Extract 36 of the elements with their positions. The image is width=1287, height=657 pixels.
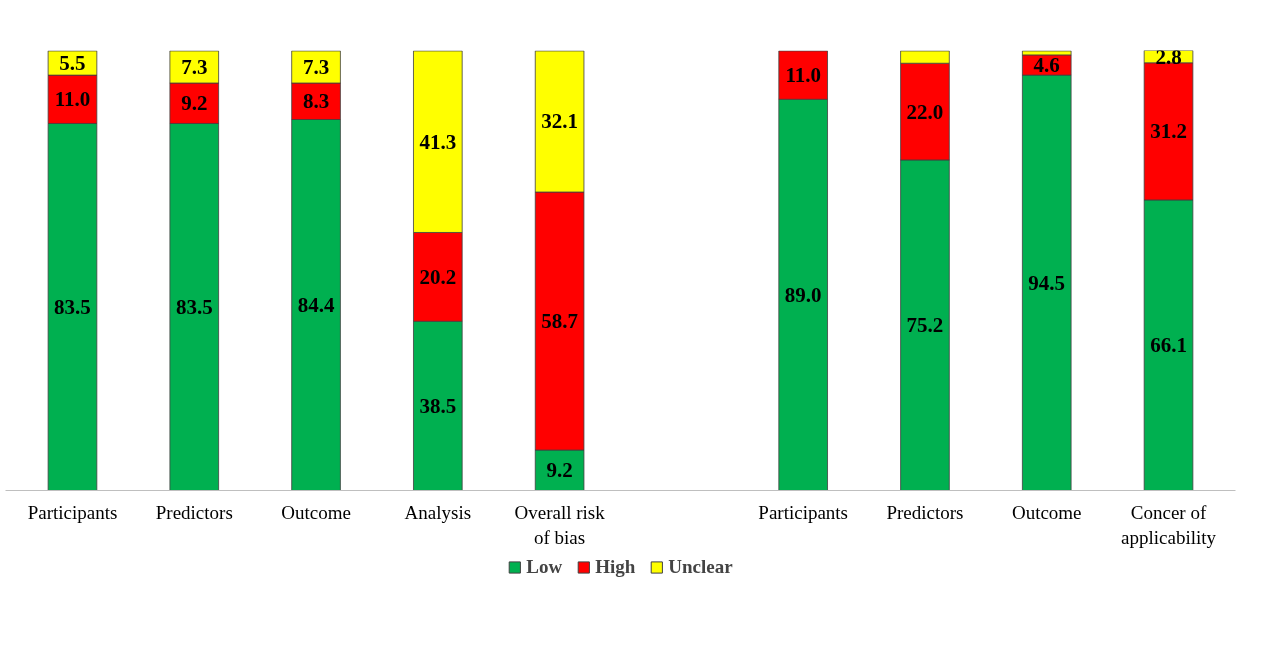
data-label: 11.0 (54, 87, 91, 112)
data-label: 75.2 (906, 313, 944, 338)
x-tick-label: Concer of applicability (1121, 501, 1217, 548)
legend-label: Unclear (668, 556, 733, 578)
x-tick-label: Participants (758, 501, 849, 523)
data-label: 38.5 (419, 393, 457, 418)
x-tick-label: Predictors (886, 501, 964, 523)
legend-label: Low (526, 556, 563, 578)
data-label: 58.7 (541, 309, 578, 334)
data-label: 83.5 (54, 294, 91, 319)
data-label: 20.2 (419, 264, 457, 289)
data-label: 94.5 (1028, 270, 1066, 295)
data-label: 31.2 (1150, 119, 1187, 144)
data-label: 7.3 (181, 54, 208, 79)
data-label: 2.8 (1155, 44, 1182, 69)
data-label: 89.0 (784, 282, 822, 307)
data-label: 4.6 (1033, 53, 1060, 78)
data-label: 83.5 (175, 294, 213, 319)
data-label: 9.2 (546, 458, 573, 483)
data-label: 32.1 (541, 109, 578, 134)
data-label: 5.5 (59, 51, 86, 76)
data-label: 84.4 (297, 293, 335, 318)
x-tick-label: Participants (27, 501, 118, 523)
legend-label: High (595, 556, 636, 578)
data-label: 11.0 (785, 63, 821, 88)
data-label: 22.0 (906, 99, 944, 124)
data-label: 66.1 (1150, 333, 1187, 358)
data-label: 41.3 (419, 129, 457, 154)
x-tick-label: Overall risk of bias (514, 501, 606, 548)
x-tick-label: Outcome (1011, 501, 1082, 523)
data-label: 8.3 (302, 89, 330, 114)
x-tick-label: Outcome (281, 501, 351, 523)
data-label: 7.3 (302, 54, 330, 79)
data-label: 9.2 (181, 91, 208, 116)
x-tick-label: Predictors (155, 501, 233, 523)
x-tick-label: Analysis (404, 501, 472, 523)
